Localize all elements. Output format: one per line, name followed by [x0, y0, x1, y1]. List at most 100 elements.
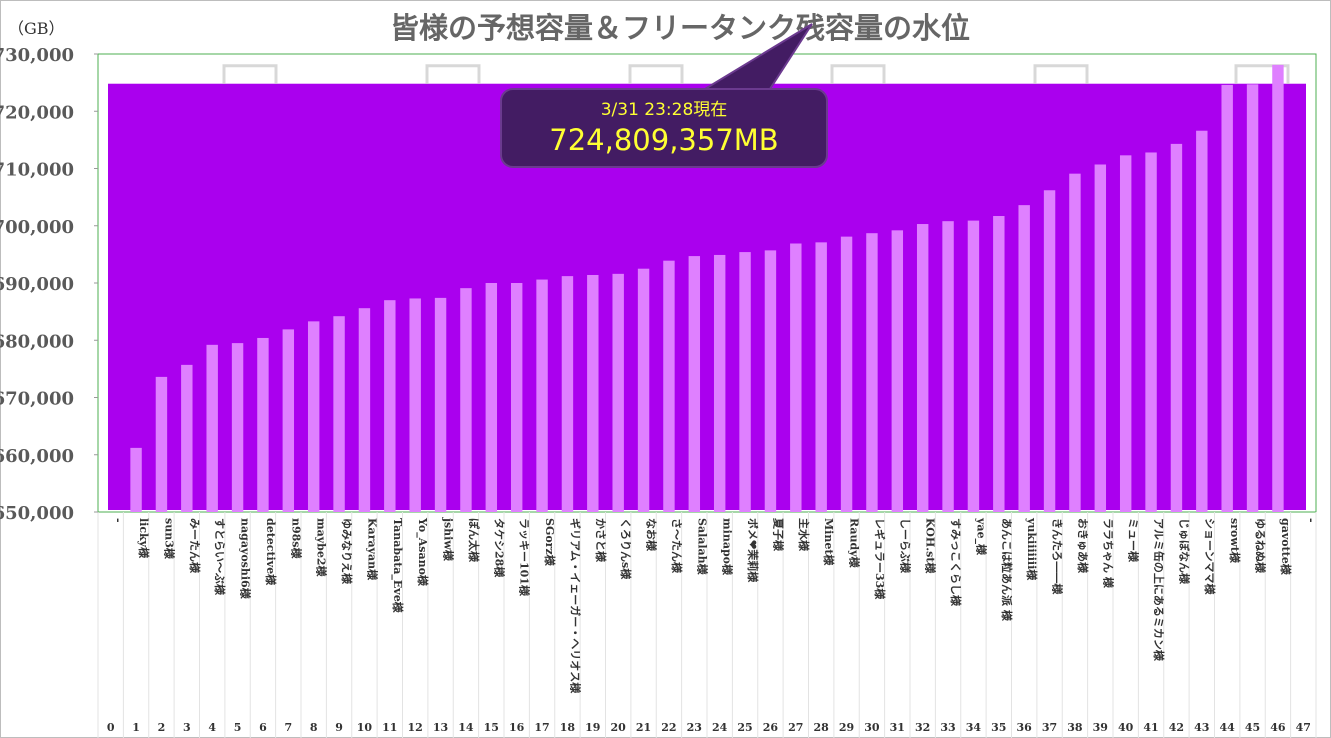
bar-14 — [460, 288, 472, 512]
category-label-10: Karayan様 — [365, 518, 379, 581]
bar-24 — [713, 254, 726, 512]
index-label-46: 46 — [1270, 721, 1286, 734]
bar-12 — [409, 298, 421, 512]
index-label-3: 3 — [183, 721, 191, 734]
bar-5 — [231, 343, 244, 512]
callout-capacity: 724,809,357MB — [549, 123, 778, 157]
category-label-29: Raudy様 — [848, 518, 862, 569]
callout-box — [500, 88, 828, 168]
callout-timestamp: 3/31 23:28現在 — [601, 100, 728, 120]
category-label-19: かさと様 — [594, 518, 608, 563]
index-label-14: 14 — [458, 721, 474, 734]
y-unit-label: （GB） — [8, 19, 65, 38]
index-label-1: 1 — [132, 721, 140, 734]
index-label-26: 26 — [763, 721, 779, 734]
category-label-17: SGorz様 — [543, 518, 557, 567]
bar-7 — [282, 329, 295, 512]
index-label-42: 42 — [1169, 721, 1184, 734]
index-label-27: 27 — [788, 721, 803, 734]
bar-22 — [663, 260, 675, 512]
category-label-39: ララちゃん 様 — [1101, 518, 1115, 589]
category-label-37: きんたろ――様 — [1051, 518, 1065, 595]
category-label-25: ボメ❤茉莉様 — [746, 518, 760, 583]
category-label-45: ゆるねぬ様 — [1254, 518, 1268, 574]
index-label-30: 30 — [864, 721, 880, 734]
category-label-21: なお様 — [645, 518, 659, 552]
index-label-2: 2 — [158, 721, 166, 734]
tank-handle — [628, 64, 684, 84]
bar-18 — [561, 276, 574, 512]
index-label-33: 33 — [940, 721, 955, 734]
category-label-11: Tanabata_Eve様 — [390, 518, 405, 614]
bar-28 — [815, 242, 827, 513]
tank-handle — [222, 64, 278, 84]
category-label-20: くろりんs様 — [619, 518, 633, 580]
level-callout: 3/31 23:28現在 724,809,357MB — [500, 23, 828, 168]
bar-35 — [993, 216, 1005, 512]
index-label-10: 10 — [357, 721, 373, 734]
bar-26 — [764, 250, 777, 512]
category-label-6: detective様 — [264, 518, 278, 586]
tank-handle — [830, 64, 886, 84]
category-label-24: minapo様 — [721, 518, 735, 576]
category-label-18: ギリアム・イェーガー・ヘリオス様 — [568, 518, 582, 694]
tank-handle — [1033, 64, 1089, 84]
index-label-38: 38 — [1067, 721, 1083, 734]
index-label-18: 18 — [560, 721, 576, 734]
bar-20 — [612, 273, 624, 512]
bar-17 — [536, 279, 548, 512]
bar-46 — [1272, 64, 1284, 512]
bar-27 — [790, 243, 802, 512]
bar-16 — [510, 283, 523, 512]
bar-36 — [1018, 205, 1030, 512]
index-label-36: 36 — [1017, 721, 1033, 734]
index-label-12: 12 — [408, 721, 423, 734]
tank-handle — [1234, 64, 1290, 84]
category-label-12: Yo_Asano様 — [415, 517, 430, 587]
category-label-23: Salalah様 — [695, 518, 709, 576]
category-label-38: おきゅあ様 — [1076, 518, 1090, 574]
category-label-13: jshiw様 — [442, 517, 456, 562]
index-label-41: 41 — [1143, 721, 1158, 734]
category-label-31: しーらぶ様 — [898, 518, 912, 574]
category-label-3: みーたん様 — [188, 518, 202, 574]
category-label-4: すとらい～ぶ様 — [213, 518, 227, 596]
y-tick-label: 650,000 — [0, 503, 74, 524]
bar-42 — [1170, 143, 1183, 512]
category-label-43: ショーンママ様 — [1203, 518, 1217, 595]
category-label-26: 夏子様 — [771, 518, 785, 552]
index-label-11: 11 — [382, 721, 397, 734]
category-label-35: あんこは粒あん派 様 — [1000, 518, 1014, 622]
chart-title: 皆様の予想容量＆フリータンク残容量の水位 — [390, 11, 970, 45]
index-label-19: 19 — [585, 721, 600, 734]
index-label-24: 24 — [712, 721, 728, 734]
bar-8 — [307, 321, 320, 512]
category-label-32: KOH.st様 — [924, 518, 938, 574]
y-tick-label: 710,000 — [0, 160, 74, 181]
bar-32 — [916, 224, 929, 512]
bar-10 — [358, 308, 371, 512]
bar-40 — [1119, 155, 1132, 512]
bar-23 — [688, 256, 701, 512]
bar-15 — [485, 283, 498, 512]
tank-handle — [425, 64, 481, 84]
index-label-21: 21 — [636, 721, 651, 734]
y-tick-label: 660,000 — [0, 446, 74, 467]
index-label-39: 39 — [1093, 721, 1108, 734]
bar-11 — [384, 300, 396, 512]
category-label-1: licky様 — [137, 518, 151, 559]
category-label-30: レギュラー33様 — [873, 518, 887, 600]
index-label-6: 6 — [259, 721, 267, 734]
index-label-25: 25 — [737, 721, 752, 734]
category-label-2: sun3様 — [162, 518, 176, 560]
category-label-16: ラッキー101様 — [518, 518, 532, 597]
index-label-47: 47 — [1296, 721, 1311, 734]
bar-41 — [1145, 152, 1157, 512]
category-label-46: gavotte様 — [1279, 518, 1293, 576]
bar-31 — [891, 230, 904, 512]
index-label-43: 43 — [1194, 721, 1209, 734]
bar-30 — [866, 233, 878, 512]
category-label-27: 主水様 — [797, 518, 811, 552]
bar-37 — [1043, 190, 1056, 512]
